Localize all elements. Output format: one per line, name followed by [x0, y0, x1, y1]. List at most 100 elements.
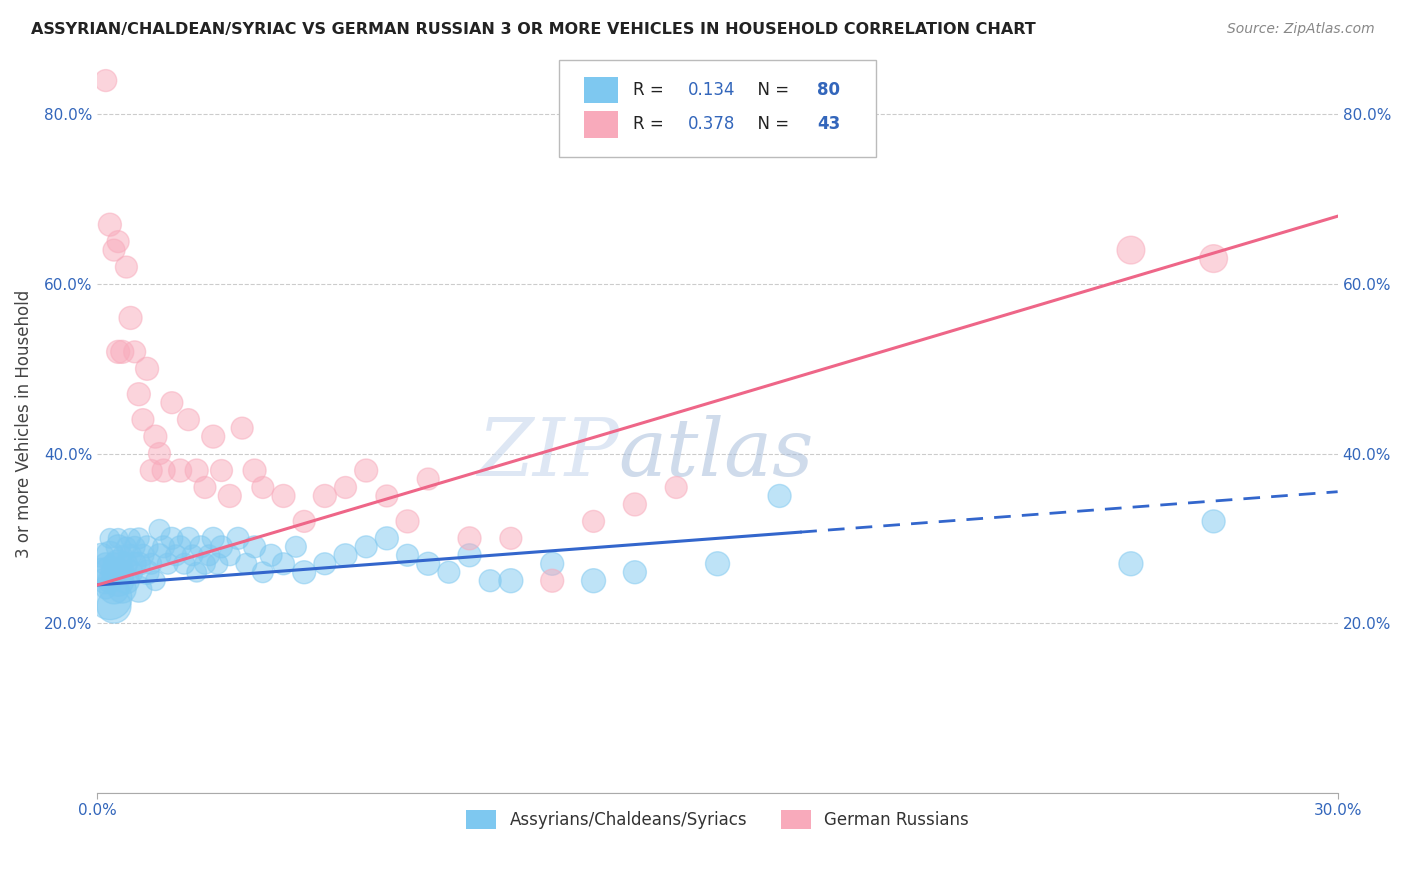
- Point: [768, 489, 790, 503]
- Point: [107, 574, 129, 588]
- Point: [115, 260, 138, 274]
- Point: [98, 549, 121, 563]
- Point: [235, 557, 257, 571]
- Point: [243, 463, 266, 477]
- Text: 0.134: 0.134: [688, 81, 735, 99]
- Point: [136, 566, 159, 580]
- Point: [128, 532, 150, 546]
- Point: [252, 566, 274, 580]
- Point: [156, 557, 179, 571]
- Point: [177, 412, 200, 426]
- Legend: Assyrians/Chaldeans/Syriacs, German Russians: Assyrians/Chaldeans/Syriacs, German Russ…: [460, 804, 976, 836]
- Point: [148, 549, 170, 563]
- Point: [143, 574, 166, 588]
- Point: [90, 566, 112, 580]
- Point: [194, 557, 217, 571]
- Point: [499, 532, 522, 546]
- Point: [107, 540, 129, 554]
- Point: [541, 557, 564, 571]
- Point: [120, 310, 142, 325]
- Point: [152, 540, 174, 554]
- Point: [624, 498, 647, 512]
- Point: [111, 549, 134, 563]
- Point: [103, 599, 125, 614]
- Point: [706, 557, 728, 571]
- Point: [136, 540, 159, 554]
- Point: [107, 344, 129, 359]
- Point: [582, 515, 605, 529]
- Point: [128, 557, 150, 571]
- Point: [160, 395, 183, 409]
- Point: [418, 557, 440, 571]
- Point: [136, 361, 159, 376]
- Point: [107, 235, 129, 249]
- Point: [314, 557, 336, 571]
- Point: [94, 582, 117, 597]
- Point: [231, 421, 253, 435]
- Point: [98, 574, 121, 588]
- Point: [284, 540, 307, 554]
- FancyBboxPatch shape: [583, 112, 619, 137]
- Point: [124, 344, 146, 359]
- Point: [207, 557, 229, 571]
- Point: [198, 549, 221, 563]
- Point: [624, 566, 647, 580]
- Point: [173, 557, 195, 571]
- Point: [111, 566, 134, 580]
- Point: [177, 532, 200, 546]
- Text: R =: R =: [633, 115, 669, 134]
- Point: [292, 515, 315, 529]
- Point: [98, 566, 121, 580]
- Point: [665, 480, 688, 494]
- Point: [211, 463, 233, 477]
- Point: [582, 574, 605, 588]
- Point: [218, 489, 240, 503]
- Point: [354, 540, 377, 554]
- Text: 43: 43: [817, 115, 839, 134]
- Point: [103, 243, 125, 257]
- Point: [103, 557, 125, 571]
- Point: [260, 549, 283, 563]
- FancyBboxPatch shape: [583, 77, 619, 103]
- Point: [499, 574, 522, 588]
- Point: [103, 566, 125, 580]
- Text: ASSYRIAN/CHALDEAN/SYRIAC VS GERMAN RUSSIAN 3 OR MORE VEHICLES IN HOUSEHOLD CORRE: ASSYRIAN/CHALDEAN/SYRIAC VS GERMAN RUSSI…: [31, 22, 1036, 37]
- Point: [211, 540, 233, 554]
- Point: [132, 549, 155, 563]
- Point: [186, 566, 208, 580]
- Point: [375, 532, 398, 546]
- Point: [115, 557, 138, 571]
- Point: [98, 591, 121, 605]
- Point: [354, 463, 377, 477]
- Point: [115, 540, 138, 554]
- Text: ZIP: ZIP: [477, 415, 619, 492]
- Point: [111, 344, 134, 359]
- Point: [94, 574, 117, 588]
- Point: [94, 557, 117, 571]
- Point: [273, 489, 295, 503]
- Point: [202, 429, 225, 443]
- Point: [458, 549, 481, 563]
- Point: [148, 523, 170, 537]
- Point: [124, 557, 146, 571]
- Point: [226, 532, 249, 546]
- Point: [141, 557, 163, 571]
- Point: [120, 532, 142, 546]
- Point: [128, 387, 150, 401]
- Point: [252, 480, 274, 494]
- Point: [396, 549, 419, 563]
- Text: 0.378: 0.378: [688, 115, 735, 134]
- Point: [181, 549, 204, 563]
- Point: [124, 540, 146, 554]
- Point: [437, 566, 460, 580]
- Point: [335, 549, 357, 563]
- Text: atlas: atlas: [619, 415, 814, 492]
- Point: [1202, 252, 1225, 266]
- Point: [165, 549, 187, 563]
- Point: [90, 549, 112, 563]
- Point: [169, 463, 191, 477]
- Point: [143, 429, 166, 443]
- Point: [148, 446, 170, 460]
- Point: [375, 489, 398, 503]
- Point: [418, 472, 440, 486]
